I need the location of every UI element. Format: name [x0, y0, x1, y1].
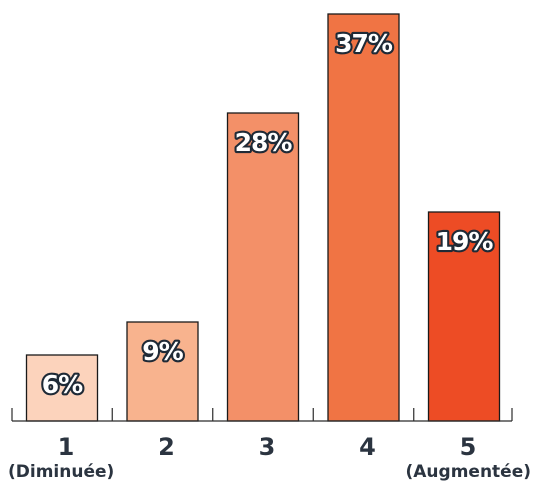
data-label-2: 9% [142, 337, 183, 366]
x-tick-label-5: 5 [460, 433, 477, 461]
data-labels: 6% 9% 28% 37% 19% [40, 27, 497, 401]
x-tick-label-2: 2 [158, 433, 175, 461]
x-axis: 1(Diminuée) 2 3 4 5(Augmentée) [8, 408, 531, 481]
bar-5 [427, 211, 501, 422]
bars [25, 13, 501, 422]
bar-3 [226, 112, 300, 422]
x-tick-sublabel-5: (Augmentée) [406, 462, 532, 481]
data-label-4: 37% [335, 29, 393, 58]
data-label-3: 28% [235, 128, 293, 157]
bar-4 [327, 13, 400, 422]
x-tick-label-1: 1 [58, 433, 75, 461]
x-tick-label-3: 3 [259, 433, 276, 461]
data-label-5: 19% [436, 227, 494, 256]
x-tick-label-4: 4 [359, 433, 376, 461]
bar-1 [25, 354, 99, 422]
data-label-1: 6% [42, 370, 83, 399]
bar-2 [126, 321, 199, 422]
x-tick-sublabel-1: (Diminuée) [8, 462, 114, 481]
